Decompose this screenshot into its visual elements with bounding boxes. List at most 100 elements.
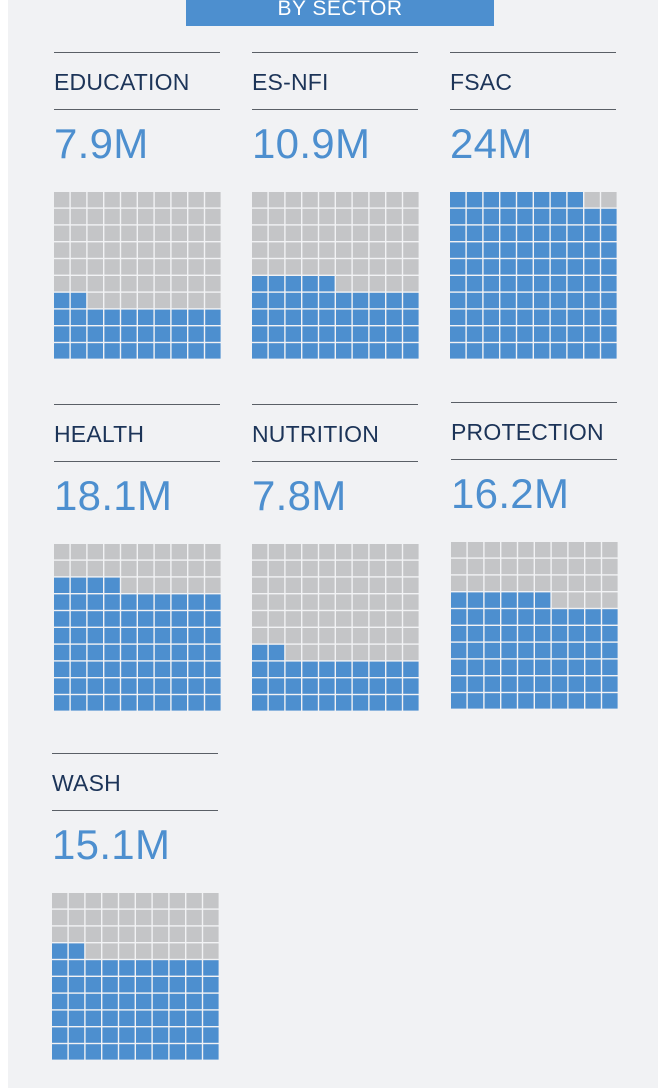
- waffle-cell-filled: [369, 292, 385, 309]
- waffle-cell-filled: [252, 644, 268, 661]
- waffle-cell-empty: [403, 628, 419, 644]
- waffle-cell-empty: [403, 594, 419, 610]
- waffle-cell-empty: [352, 225, 369, 241]
- waffle-cell-filled: [252, 276, 268, 292]
- waffle-cell-empty: [154, 259, 171, 275]
- waffle-cell-empty: [336, 208, 352, 225]
- waffle-cell-empty: [518, 542, 534, 558]
- waffle-cell-empty: [602, 542, 618, 558]
- waffle-cell-filled: [54, 343, 70, 359]
- waffle-cell-empty: [154, 208, 171, 225]
- waffle-cell-filled: [369, 343, 385, 359]
- waffle-cell-empty: [268, 594, 285, 610]
- waffle-cell-filled: [302, 292, 318, 309]
- waffle-cell-filled: [601, 343, 617, 359]
- waffle-cell-filled: [68, 960, 85, 976]
- waffle-cell-filled: [336, 343, 352, 359]
- waffle-cell-filled: [205, 678, 221, 694]
- waffle-cell-empty: [352, 644, 369, 661]
- waffle-cell-filled: [601, 208, 617, 225]
- waffle-cell-filled: [138, 594, 154, 610]
- waffle-cell-filled: [205, 644, 221, 661]
- waffle-cell-empty: [138, 242, 154, 258]
- waffle-cell-filled: [70, 577, 87, 593]
- waffle-cell-empty: [336, 560, 352, 577]
- waffle-cell-empty: [285, 208, 301, 225]
- waffle-cell-empty: [352, 560, 369, 577]
- waffle-cell-empty: [87, 192, 103, 208]
- waffle-cell-filled: [188, 695, 204, 711]
- waffle-cell-empty: [285, 259, 301, 275]
- waffle-cell-empty: [551, 592, 568, 608]
- waffle-cell-filled: [501, 609, 517, 625]
- waffle-cell-filled: [535, 693, 551, 709]
- waffle-cell-filled: [450, 242, 466, 258]
- waffle-cell-empty: [568, 542, 584, 558]
- waffle-cell-filled: [87, 577, 103, 593]
- waffle-cell-filled: [285, 695, 301, 711]
- waffle-cell-empty: [336, 611, 352, 627]
- waffle-cell-filled: [466, 326, 483, 342]
- waffle-cell-empty: [171, 242, 187, 258]
- waffle-cell-filled: [68, 1044, 85, 1060]
- waffle-cell-filled: [268, 695, 285, 711]
- waffle-cell-empty: [136, 893, 152, 909]
- waffle-cell-empty: [171, 225, 187, 241]
- waffle-cell-empty: [268, 208, 285, 225]
- waffle-cell-empty: [188, 225, 204, 241]
- waffle-cell-filled: [169, 993, 185, 1010]
- waffle-cell-empty: [54, 259, 70, 275]
- waffle-cell-filled: [467, 626, 484, 642]
- waffle-cell-empty: [268, 242, 285, 258]
- waffle-cell-filled: [518, 642, 534, 659]
- waffle-cell-filled: [68, 977, 85, 993]
- waffle-cell-empty: [119, 943, 135, 959]
- waffle-cell-empty: [252, 192, 268, 208]
- waffle-cell-filled: [500, 192, 516, 208]
- waffle-cell-empty: [138, 192, 154, 208]
- waffle-cell-empty: [319, 208, 335, 225]
- waffle-cell-empty: [501, 558, 517, 575]
- waffle-cell-empty: [85, 943, 101, 959]
- waffle-cell-filled: [104, 326, 120, 342]
- waffle-cell-filled: [601, 259, 617, 275]
- waffle-cell-filled: [302, 309, 318, 325]
- waffle-cell-empty: [85, 926, 101, 942]
- waffle-cell-empty: [171, 259, 187, 275]
- waffle-cell-filled: [534, 292, 550, 309]
- waffle-cell-empty: [87, 544, 103, 560]
- waffle-cell-empty: [138, 577, 154, 593]
- waffle-cell-filled: [386, 309, 402, 325]
- waffle-cell-filled: [386, 695, 402, 711]
- waffle-cell-filled: [369, 326, 385, 342]
- waffle-cell-empty: [352, 544, 369, 560]
- waffle-cell-filled: [403, 292, 419, 309]
- waffle-cell-filled: [87, 678, 103, 694]
- waffle-cell-empty: [551, 575, 568, 591]
- waffle-cell-filled: [87, 661, 103, 677]
- waffle-cell-empty: [386, 242, 402, 258]
- waffle-cell-filled: [585, 676, 601, 692]
- waffle-cell-filled: [171, 644, 187, 661]
- waffle-cell-filled: [550, 242, 567, 258]
- waffle-cell-filled: [466, 292, 483, 309]
- waffle-cell-filled: [534, 309, 550, 325]
- waffle-cell-filled: [268, 309, 285, 325]
- waffle-cell-filled: [517, 326, 533, 342]
- waffle-cell-filled: [500, 208, 516, 225]
- waffle-cell-filled: [567, 225, 583, 241]
- waffle-cell-empty: [352, 192, 369, 208]
- waffle-cell-empty: [154, 577, 171, 593]
- waffle-cell-empty: [602, 558, 618, 575]
- waffle-cell-filled: [302, 276, 318, 292]
- waffle-cell-filled: [518, 693, 534, 709]
- waffle-cell-filled: [352, 292, 369, 309]
- waffle-cell-empty: [138, 560, 154, 577]
- waffle-cell-filled: [54, 644, 70, 661]
- waffle-cell-filled: [602, 676, 618, 692]
- waffle-cell-filled: [154, 309, 171, 325]
- waffle-cell-empty: [386, 628, 402, 644]
- waffle-cell-filled: [585, 642, 601, 659]
- waffle-cell-filled: [500, 309, 516, 325]
- waffle-cell-filled: [87, 343, 103, 359]
